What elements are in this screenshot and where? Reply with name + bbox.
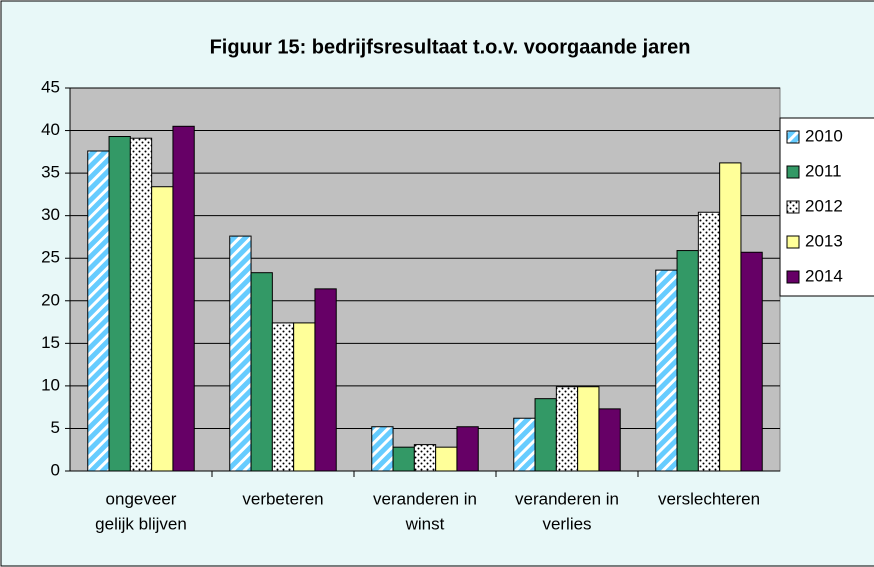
legend-label: 2014: [805, 266, 843, 285]
bar: [293, 322, 316, 472]
bar: [534, 398, 557, 472]
x-tick-label: ongeveer: [106, 489, 177, 508]
legend-label: 2012: [805, 196, 843, 215]
legend-label: 2013: [805, 231, 843, 250]
x-tick-label: verslechteren: [658, 489, 760, 508]
bar: [151, 186, 174, 472]
legend-swatch: [786, 235, 800, 249]
bar: [456, 426, 479, 472]
bar: [172, 125, 195, 472]
bar: [129, 137, 153, 472]
legend-swatch: [786, 130, 800, 144]
bar: [577, 386, 600, 472]
bar: [229, 235, 252, 472]
legend-swatch: [786, 165, 800, 179]
x-tick-label: verbeteren: [242, 489, 323, 508]
y-tick-label: 25: [41, 248, 60, 267]
y-tick-label: 45: [41, 77, 60, 96]
chart-title: Figuur 15: bedrijfsresultaat t.o.v. voor…: [210, 36, 691, 58]
legend-label: 2011: [805, 161, 842, 180]
bar: [392, 446, 415, 472]
bar: [413, 444, 437, 472]
y-tick-label: 35: [41, 163, 60, 182]
legend-label: 2010: [805, 126, 843, 145]
y-tick-label: 20: [41, 290, 60, 309]
bar: [555, 386, 579, 472]
legend-swatch: [786, 200, 800, 214]
y-tick-label: 0: [51, 460, 60, 479]
bar: [314, 288, 337, 472]
bar: [740, 251, 763, 472]
y-tick-label: 15: [41, 333, 60, 352]
x-tick-label: veranderen in: [515, 489, 619, 508]
bar: [598, 408, 621, 472]
bar: [108, 136, 131, 472]
x-tick-label: veranderen in: [373, 489, 477, 508]
bar: [655, 269, 678, 472]
bar: [87, 150, 110, 472]
y-tick-label: 5: [51, 418, 60, 437]
bar: [513, 417, 536, 472]
y-tick-label: 10: [41, 375, 60, 394]
bar: [697, 211, 721, 472]
x-tick-label: verlies: [542, 514, 591, 533]
bar: [371, 426, 394, 472]
legend-swatch: [786, 270, 800, 284]
x-tick-label: winst: [405, 514, 445, 533]
bar: [271, 322, 295, 472]
x-tick-label: gelijk blijven: [95, 514, 187, 533]
bar: [676, 250, 699, 472]
bar: [250, 272, 273, 472]
bar: [719, 162, 742, 472]
y-tick-label: 40: [41, 120, 60, 139]
y-tick-label: 30: [41, 205, 60, 224]
bar: [435, 446, 458, 472]
